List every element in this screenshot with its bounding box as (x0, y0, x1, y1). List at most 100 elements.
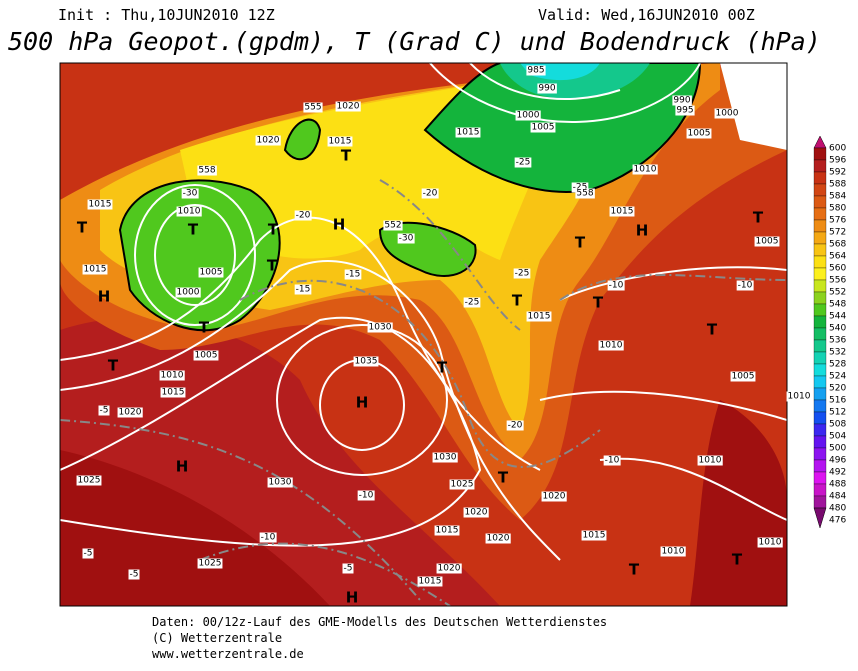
label-box (463, 507, 489, 518)
label-box (513, 268, 531, 279)
contour-label: 1010 (634, 165, 657, 175)
colorbar-swatch (813, 171, 827, 185)
contour-label: 1030 (434, 453, 457, 463)
label-box (514, 157, 532, 168)
contour-label: 1020 (257, 136, 280, 146)
label-box (353, 356, 379, 367)
contour-label: 1005 (200, 268, 223, 278)
colorbar-swatch (813, 207, 827, 221)
label-box (417, 576, 443, 587)
label-box (82, 264, 108, 275)
contour-label: 995 (676, 106, 693, 116)
contour-label: -10 (605, 456, 620, 466)
label-box (786, 391, 812, 402)
label-box (267, 477, 293, 488)
off-map (720, 63, 787, 150)
colorbar-swatch (813, 231, 827, 245)
pressure-center: H (176, 458, 189, 476)
label-box (160, 387, 186, 398)
label-box (327, 136, 353, 147)
colorbar-swatch (813, 195, 827, 209)
contour-label: 1020 (543, 492, 566, 502)
contour-label: 1010 (759, 538, 782, 548)
label-box (672, 95, 692, 106)
isobars (60, 63, 787, 561)
colorbar-swatch (813, 459, 827, 473)
contour-label: 990 (538, 84, 555, 94)
contour-label: -25 (465, 298, 480, 308)
contour-label: 1020 (487, 534, 510, 544)
colorbar-label: 580 (829, 204, 846, 214)
colorbar-label: 560 (829, 264, 846, 274)
low-green-north (283, 118, 322, 161)
label-box (383, 220, 403, 231)
colorbar-label: 496 (829, 456, 846, 466)
pressure-center: T (732, 551, 743, 569)
colorbar-label: 488 (829, 480, 846, 490)
label-box (432, 452, 458, 463)
colorbar-swatch (813, 327, 827, 341)
contour-label: 1025 (78, 476, 101, 486)
colorbar-swatch (813, 291, 827, 305)
colorbar-swatch (813, 255, 827, 269)
colorbar-swatch (813, 471, 827, 485)
label-box (757, 537, 783, 548)
label-box (754, 236, 780, 247)
colorbar-swatch (813, 363, 827, 377)
contour-label: 990 (673, 96, 690, 106)
contour-label: 1015 (162, 388, 185, 398)
contour-label: -5 (100, 406, 109, 416)
contour-label: -25 (573, 183, 588, 193)
pressure-center: T (593, 294, 604, 312)
contour-label: 1010 (699, 456, 722, 466)
label-box (485, 533, 511, 544)
colorbar-label: 512 (829, 408, 846, 418)
label-box (82, 548, 94, 559)
contour-label: -10 (359, 491, 374, 501)
label-box (714, 108, 740, 119)
label-box (515, 110, 541, 121)
contour-label: 1035 (355, 357, 378, 367)
colorbar-label: 520 (829, 384, 846, 394)
pressure-center: T (512, 292, 523, 310)
pressure-center: T (268, 221, 279, 239)
colorbar-swatch (813, 435, 827, 449)
label-box (76, 475, 102, 486)
contour-label: 555 (304, 103, 321, 113)
colorbar-label: 584 (829, 192, 846, 202)
contour-label: 1015 (583, 531, 606, 541)
contour-label: 1015 (84, 265, 107, 275)
colorbar-label: 532 (829, 348, 846, 358)
colorbar-swatch (813, 495, 827, 509)
colorbar-label: 504 (829, 432, 846, 442)
init-time: Init : Thu,10JUN2010 12Z (58, 6, 275, 24)
label-box (530, 122, 556, 133)
isotherms (60, 179, 787, 606)
colorbar-swatch (813, 447, 827, 461)
contour-label: -15 (346, 270, 361, 280)
colorbar-label: 528 (829, 360, 846, 370)
label-box (434, 525, 460, 536)
contour-label: -20 (296, 211, 311, 221)
label-box (255, 135, 281, 146)
contour-label: 1025 (451, 480, 474, 490)
colorbar-label: 596 (829, 156, 846, 166)
contour-label: 552 (384, 221, 401, 231)
colorbar-label: 572 (829, 228, 846, 238)
colorbar-swatch (813, 351, 827, 365)
contour-label: 1010 (788, 392, 811, 402)
label-box (675, 105, 695, 116)
colorbar: 600 596 592 588 584 580 576 572 568 564 560 556 552 5… (813, 135, 846, 529)
contour-label: -5 (84, 549, 93, 559)
colorbar-arrow (813, 135, 827, 149)
map-field (60, 63, 787, 606)
label-box (660, 546, 686, 557)
pressure-center: T (341, 147, 352, 165)
label-box (303, 102, 323, 113)
colorbar-swatch (813, 411, 827, 425)
footer-line: (C) Wetterzentrale (152, 631, 282, 645)
pressure-center: T (753, 209, 764, 227)
pressure-center: T (77, 219, 88, 237)
colorbar-arrow (813, 507, 827, 529)
contour-label: -15 (296, 285, 311, 295)
